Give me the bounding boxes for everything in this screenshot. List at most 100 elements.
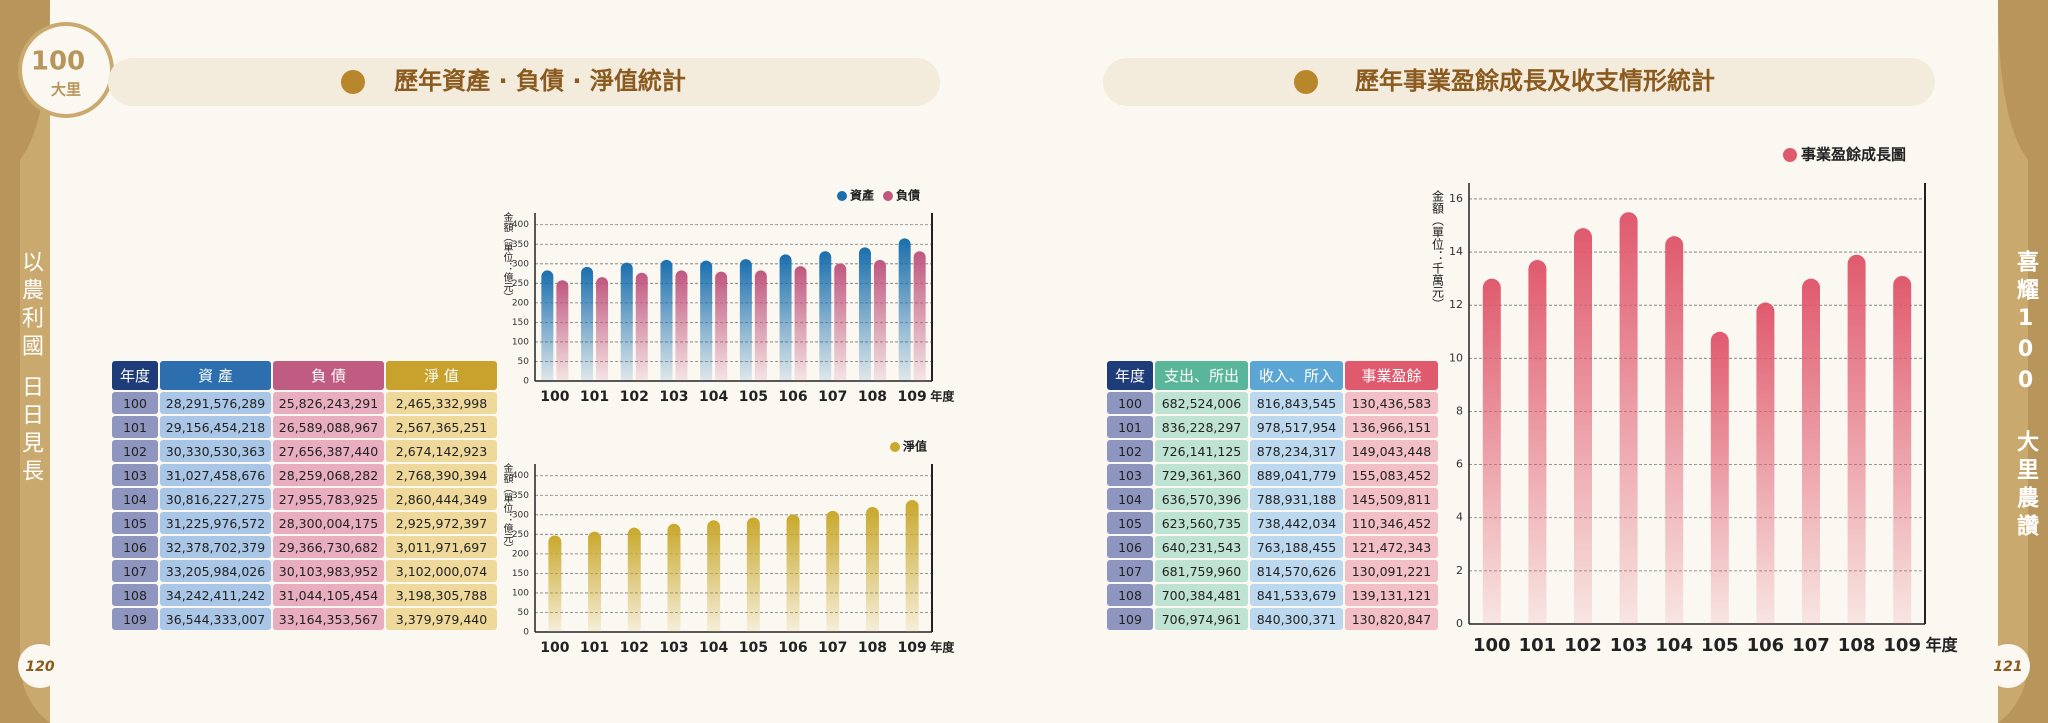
bar (1756, 302, 1775, 624)
bar (1847, 254, 1866, 624)
y-axis-title: 金額（單位：千萬元） (1431, 189, 1445, 310)
table-cell: 102 (112, 440, 158, 462)
y-axis-title: 金額（單位：億元） (501, 211, 513, 302)
bar (786, 514, 800, 632)
x-tick-label: 109 (898, 640, 927, 656)
bar (548, 535, 562, 632)
bar (819, 251, 832, 381)
table-cell: 30,816,227,275 (160, 488, 271, 510)
table-cell: 28,300,004,175 (273, 512, 384, 534)
x-tick-label: 104 (699, 640, 728, 656)
bar (588, 531, 602, 632)
left-band-curve (0, 0, 50, 723)
y-tick-label: 50 (518, 608, 530, 618)
bar (858, 247, 871, 381)
right-band-curve (1998, 0, 2048, 723)
x-tick-label: 105 (739, 640, 768, 656)
y-tick-label: 400 (512, 471, 529, 481)
bar (700, 260, 713, 381)
title-pill (108, 58, 940, 106)
x-tick-label: 100 (540, 389, 569, 405)
y-tick-label: 300 (512, 510, 529, 520)
page-number: 121 (1993, 659, 2022, 675)
y-tick-label: 10 (1449, 351, 1463, 364)
table-cell: 105 (112, 512, 158, 534)
x-tick-label: 106 (778, 640, 807, 656)
table-cell: 103 (1107, 464, 1153, 486)
table-header: 收入、所入 (1250, 361, 1343, 390)
table-cell: 108 (112, 584, 158, 606)
x-tick-label: 108 (858, 389, 887, 405)
table-cell: 2,465,332,998 (386, 392, 497, 414)
y-tick-label: 150 (512, 318, 529, 328)
y-tick-label: 8 (1456, 404, 1463, 417)
bar (779, 254, 792, 381)
bar (1893, 275, 1912, 624)
table-cell: 33,205,984,026 (160, 560, 271, 582)
y-tick-label: 200 (512, 549, 529, 559)
table-cell: 155,083,452 (1345, 464, 1438, 486)
bar (826, 510, 840, 632)
bar (739, 259, 752, 381)
table-cell: 682,524,006 (1155, 392, 1248, 414)
x-tick-label: 109 (898, 389, 927, 405)
table-cell: 105 (1107, 512, 1153, 534)
bar (913, 251, 926, 381)
table-header: 年度 (112, 361, 158, 390)
bar (675, 270, 688, 381)
table-cell: 706,974,961 (1155, 608, 1248, 630)
y-tick-label: 250 (512, 530, 529, 540)
logo-name: 大里 (51, 81, 81, 99)
table-cell: 100 (112, 392, 158, 414)
y-tick-label: 14 (1449, 245, 1463, 258)
x-tick-label: 108 (858, 640, 887, 656)
bar (1619, 212, 1638, 624)
legend-marker (890, 442, 900, 452)
legend-label: 資產 (850, 188, 874, 203)
x-tick-label: 102 (620, 640, 649, 656)
bar (746, 517, 760, 632)
title-icon (1294, 70, 1318, 94)
x-tick-label: 107 (818, 389, 847, 405)
bar (581, 266, 594, 381)
table-cell: 2,567,365,251 (386, 416, 497, 438)
page-title: 歷年事業盈餘成長及收支情形統計 (1355, 67, 1715, 95)
table-header: 年度 (1107, 361, 1153, 390)
x-tick-label: 104 (699, 389, 728, 405)
x-tick-label: 103 (659, 389, 688, 405)
table-cell: 3,102,000,074 (386, 560, 497, 582)
table-cell: 788,931,188 (1250, 488, 1343, 510)
bar (627, 527, 641, 632)
legend-label: 事業盈餘成長圖 (1801, 146, 1906, 164)
table-cell: 139,131,121 (1345, 584, 1438, 606)
table-cell: 100 (1107, 392, 1153, 414)
table-cell: 3,379,979,440 (386, 608, 497, 630)
table-cell: 636,570,396 (1155, 488, 1248, 510)
y-tick-label: 0 (523, 628, 529, 638)
table-cell: 29,156,454,218 (160, 416, 271, 438)
table-header: 支出、所出 (1155, 361, 1248, 390)
table-cell: 2,674,142,923 (386, 440, 497, 462)
table-cell: 623,560,735 (1155, 512, 1248, 534)
table-cell: 31,027,458,676 (160, 464, 271, 486)
table-cell: 130,091,221 (1345, 560, 1438, 582)
table-cell: 640,231,543 (1155, 536, 1248, 558)
table-cell: 978,517,954 (1250, 416, 1343, 438)
table-cell: 836,228,297 (1155, 416, 1248, 438)
table-cell: 2,768,390,394 (386, 464, 497, 486)
y-tick-label: 200 (512, 298, 529, 308)
x-tick-label: 106 (1747, 635, 1785, 656)
table-cell: 30,103,983,952 (273, 560, 384, 582)
table-cell: 814,570,626 (1250, 560, 1343, 582)
table-cell: 30,330,530,363 (160, 440, 271, 462)
bar (1802, 278, 1820, 624)
y-tick-label: 0 (1456, 617, 1463, 630)
title-pill (1103, 58, 1935, 106)
table-cell: 28,291,576,289 (160, 392, 271, 414)
x-tick-label: 103 (659, 640, 688, 656)
table-header: 事業盈餘 (1345, 361, 1438, 390)
table-cell: 36,544,333,007 (160, 608, 271, 630)
bar (905, 499, 919, 632)
x-tick-label: 107 (818, 640, 847, 656)
